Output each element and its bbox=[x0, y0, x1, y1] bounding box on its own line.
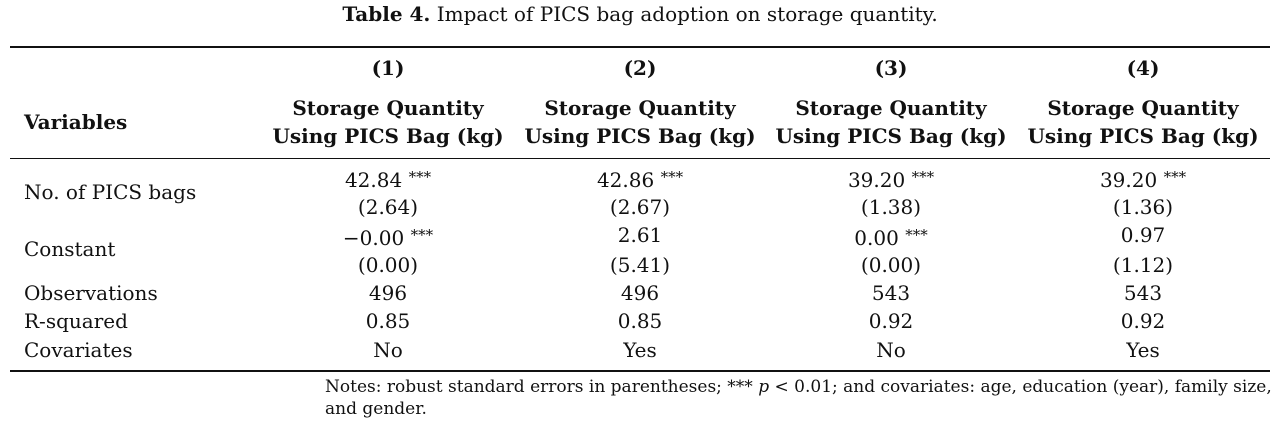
table-top-rule bbox=[10, 46, 1270, 48]
dep-var-header-3-line1: Storage Quantity bbox=[795, 96, 987, 120]
covariates-3: No bbox=[876, 338, 906, 362]
dep-var-header-2-line1: Storage Quantity bbox=[544, 96, 736, 120]
coef-value: 2.61 bbox=[617, 223, 663, 247]
table-bottom-rule bbox=[10, 370, 1270, 372]
coef-constant-1: −0.00 *** bbox=[288, 221, 488, 252]
significance-stars: *** bbox=[408, 168, 432, 186]
row-label-pics-bags: No. of PICS bags bbox=[24, 180, 197, 204]
covariates-4: Yes bbox=[1126, 338, 1160, 362]
se-pics-bags-1: (2.64) bbox=[357, 195, 419, 219]
column-number-2: (2) bbox=[623, 56, 657, 80]
coef-pics-bags-2: 42.86 *** bbox=[540, 163, 740, 194]
r-squared-1: 0.85 bbox=[365, 309, 411, 333]
coef-constant-3: 0.00 *** bbox=[791, 221, 991, 252]
se-constant-1: (0.00) bbox=[357, 253, 419, 277]
column-number-1: (1) bbox=[371, 56, 405, 80]
coef-value: 0.97 bbox=[1120, 223, 1166, 247]
se-pics-bags-2: (2.67) bbox=[609, 195, 671, 219]
r-squared-4: 0.92 bbox=[1120, 309, 1166, 333]
variables-header: Variables bbox=[24, 110, 128, 134]
dep-var-header-2-line2: Using PICS Bag (kg) bbox=[524, 124, 756, 148]
table-caption-label: Table 4. bbox=[342, 2, 431, 26]
observations-4: 543 bbox=[1123, 281, 1163, 305]
covariates-2: Yes bbox=[623, 338, 657, 362]
column-number-4: (4) bbox=[1126, 56, 1160, 80]
table-header-rule bbox=[10, 158, 1270, 159]
table-caption-text: Impact of PICS bag adoption on storage q… bbox=[430, 2, 938, 26]
row-label-observations: Observations bbox=[24, 281, 158, 305]
se-constant-2: (5.41) bbox=[609, 253, 671, 277]
row-label-constant: Constant bbox=[24, 237, 116, 261]
coef-pics-bags-4: 39.20 *** bbox=[1043, 163, 1243, 194]
row-label-r-squared: R-squared bbox=[24, 309, 128, 333]
dep-var-header-4-line1: Storage Quantity bbox=[1047, 96, 1239, 120]
significance-stars: *** bbox=[410, 226, 434, 244]
dep-var-header-4-line2: Using PICS Bag (kg) bbox=[1027, 124, 1259, 148]
coef-pics-bags-1: 42.84 *** bbox=[288, 163, 488, 194]
dep-var-header-1-line2: Using PICS Bag (kg) bbox=[272, 124, 504, 148]
coef-value: 39.20 bbox=[1099, 168, 1158, 192]
coef-pics-bags-3: 39.20 *** bbox=[791, 163, 991, 194]
dep-var-header-1-line1: Storage Quantity bbox=[292, 96, 484, 120]
coef-value: −0.00 bbox=[342, 226, 405, 250]
coef-value: 42.84 bbox=[344, 168, 403, 192]
coef-constant-4: 0.97 bbox=[1043, 221, 1243, 249]
significance-stars: *** bbox=[660, 168, 684, 186]
notes-text-start: Notes: robust standard errors in parenth… bbox=[325, 377, 759, 397]
observations-1: 496 bbox=[368, 281, 408, 305]
significance-stars: *** bbox=[911, 168, 935, 186]
table-caption: Table 4. Impact of PICS bag adoption on … bbox=[0, 2, 1280, 26]
coef-value: 0.00 bbox=[854, 226, 899, 250]
se-constant-3: (0.00) bbox=[860, 253, 922, 277]
significance-stars: *** bbox=[1163, 168, 1187, 186]
observations-2: 496 bbox=[620, 281, 660, 305]
row-label-covariates: Covariates bbox=[24, 338, 133, 362]
column-number-3: (3) bbox=[874, 56, 908, 80]
coef-value: 39.20 bbox=[847, 168, 906, 192]
notes-p-symbol: p bbox=[758, 377, 770, 397]
notes-text-end: < 0.01; and covariates: age, education (… bbox=[325, 377, 1272, 419]
se-pics-bags-4: (1.36) bbox=[1112, 195, 1174, 219]
se-pics-bags-3: (1.38) bbox=[860, 195, 922, 219]
table-notes: Notes: robust standard errors in parenth… bbox=[325, 376, 1275, 420]
se-constant-4: (1.12) bbox=[1112, 253, 1174, 277]
r-squared-2: 0.85 bbox=[617, 309, 663, 333]
dep-var-header-3-line2: Using PICS Bag (kg) bbox=[775, 124, 1007, 148]
r-squared-3: 0.92 bbox=[868, 309, 914, 333]
covariates-1: No bbox=[373, 338, 403, 362]
observations-3: 543 bbox=[871, 281, 911, 305]
coef-constant-2: 2.61 bbox=[540, 221, 740, 249]
coef-value: 42.86 bbox=[596, 168, 655, 192]
significance-stars: *** bbox=[905, 226, 928, 244]
